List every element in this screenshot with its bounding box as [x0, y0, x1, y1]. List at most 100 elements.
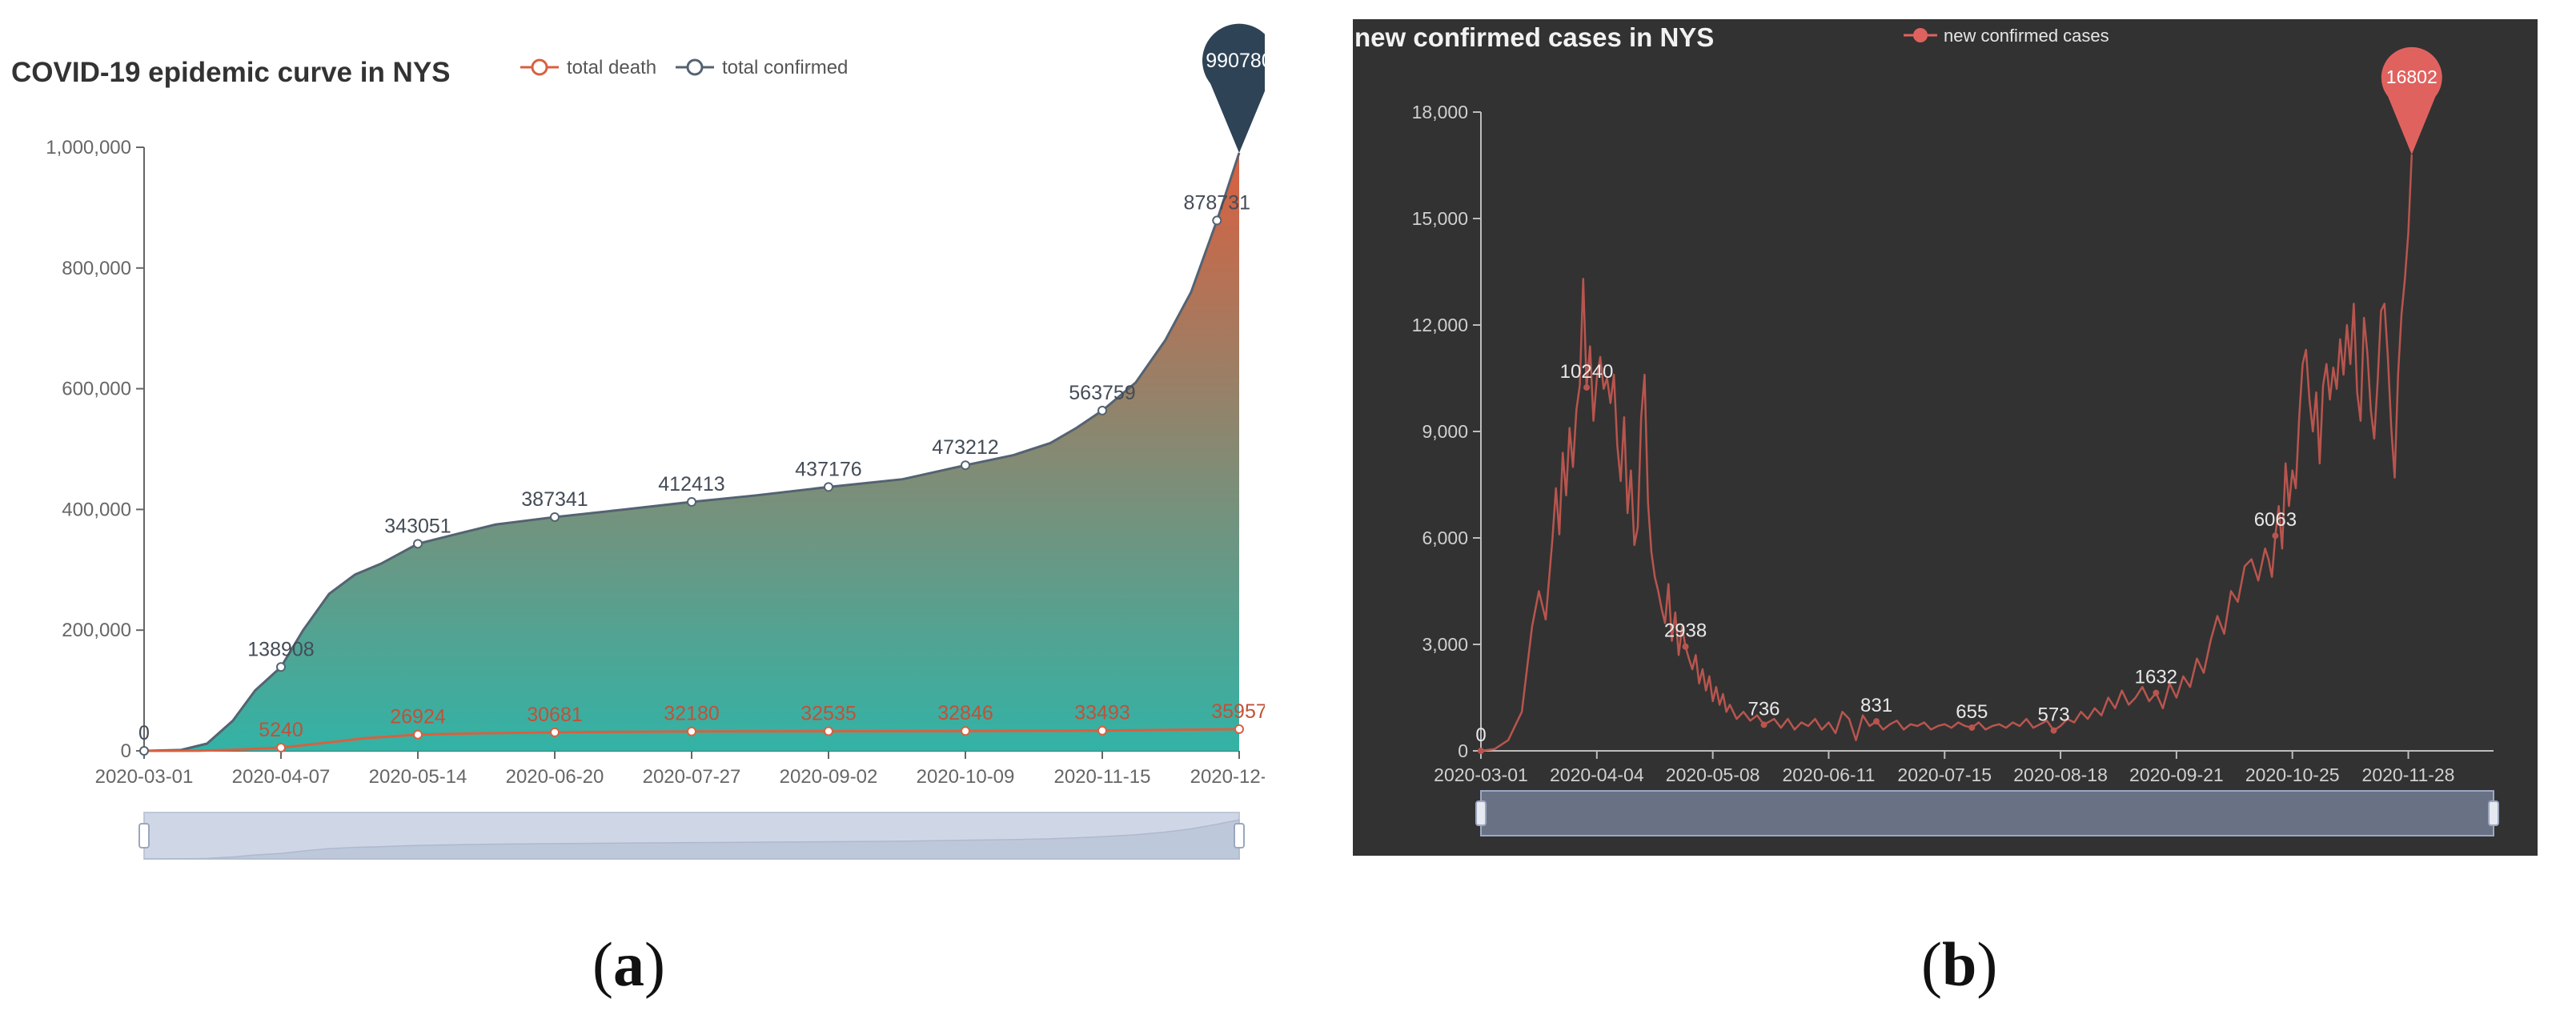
y-tick-label: 1,000,000	[46, 137, 131, 158]
x-tick-label: 2020-12-22	[1190, 766, 1265, 788]
total-death-point[interactable]	[276, 743, 286, 753]
chart-a: COVID-19 epidemic curve in NYS total dea…	[11, 23, 1288, 860]
x-tick-label: 2020-05-08	[1666, 764, 1760, 785]
total-death-point[interactable]	[550, 727, 560, 737]
total-confirmed-point[interactable]	[1212, 215, 1222, 226]
total-confirmed-line	[143, 152, 1241, 752]
legend-new-confirmed[interactable]: new confirmed cases	[1904, 26, 2109, 46]
total-confirmed-point[interactable]	[413, 539, 423, 549]
total-death-label: 32846	[937, 702, 993, 724]
total-death-line	[143, 728, 1240, 752]
total-death-label: 26924	[390, 706, 446, 728]
max-marker-label: 990780	[1206, 50, 1265, 72]
total-death-point[interactable]	[824, 726, 833, 736]
legend-total-confirmed[interactable]: total confirmed	[676, 57, 848, 78]
x-tick-label: 2020-07-15	[1897, 764, 1992, 785]
max-marker-label: 16802	[2386, 66, 2438, 87]
new-confirmed-line	[1480, 154, 2413, 752]
total-confirmed-label: 138908	[247, 638, 314, 660]
x-tick-label: 2020-06-20	[506, 766, 604, 788]
total-confirmed-point[interactable]	[961, 460, 970, 471]
y-tick-label: 9,000	[1422, 421, 1468, 442]
caption-b-open: (	[1921, 929, 1942, 999]
caption-b-close: )	[1976, 929, 1998, 999]
new-confirmed-label: 0	[1475, 724, 1486, 746]
x-tick-label: 2020-11-28	[2362, 764, 2455, 785]
datazoom-window[interactable]	[144, 812, 1239, 859]
datazoom-window[interactable]	[1481, 791, 2494, 836]
legend-new-confirmed-label: new confirmed cases	[1944, 26, 2109, 46]
new-confirmed-point[interactable]	[2272, 532, 2279, 540]
datazoom-handle-left[interactable]	[138, 823, 150, 849]
legend-total-death-label: total death	[567, 57, 656, 78]
new-confirmed-point[interactable]	[1873, 718, 1880, 725]
total-confirmed-point[interactable]	[1097, 405, 1107, 415]
y-tick-label: 18,000	[1412, 102, 1468, 122]
total-death-point[interactable]	[1234, 724, 1244, 734]
new-confirmed-point[interactable]	[1682, 643, 1689, 650]
new-confirmed-point[interactable]	[1583, 384, 1591, 391]
max-marker-pin[interactable]	[2381, 46, 2442, 155]
legend-total-death[interactable]: total death	[520, 57, 656, 78]
chart-a-title: COVID-19 epidemic curve in NYS	[11, 57, 451, 88]
total-confirmed-point[interactable]	[687, 497, 696, 508]
datazoom-handle-left[interactable]	[1475, 800, 1487, 826]
total-death-point[interactable]	[1097, 725, 1107, 736]
total-death-label: 35957	[1211, 700, 1265, 723]
total-confirmed-point[interactable]	[824, 482, 833, 492]
new-confirmed-point[interactable]	[1760, 721, 1767, 728]
y-tick-label: 400,000	[62, 499, 131, 520]
new-confirmed-label: 736	[1747, 698, 1780, 720]
new-confirmed-label: 655	[1956, 701, 1988, 723]
new-confirmed-label: 2938	[1664, 620, 1707, 642]
max-marker-pin[interactable]	[1202, 23, 1277, 153]
y-tick-label: 0	[121, 740, 131, 762]
total-confirmed-label: 563759	[1069, 382, 1135, 404]
datazoom-preview	[143, 819, 1240, 860]
chart-b-title: new confirmed cases in NYS	[1354, 22, 1714, 52]
total-death-point[interactable]	[961, 726, 970, 736]
total-confirmed-label: 387341	[521, 488, 588, 511]
total-death-label: 32180	[664, 703, 720, 725]
y-tick-label: 15,000	[1412, 208, 1468, 229]
new-confirmed-label: 573	[2038, 704, 2070, 726]
total-death-point[interactable]	[687, 726, 696, 736]
total-confirmed-point[interactable]	[276, 662, 286, 672]
total-confirmed-label: 878731	[1184, 191, 1250, 214]
total-confirmed-label: 343051	[384, 515, 451, 537]
legend-total-confirmed-label: total confirmed	[722, 57, 848, 78]
total-confirmed-label: 437176	[795, 458, 861, 480]
total-confirmed-label: 0	[138, 722, 150, 744]
new-confirmed-point[interactable]	[1968, 724, 1976, 731]
new-confirmed-label: 1632	[2135, 667, 2177, 688]
total-death-label: 33493	[1074, 702, 1130, 724]
new-confirmed-label: 831	[1860, 695, 1892, 716]
total-confirmed-point[interactable]	[550, 512, 560, 522]
chart-b: new confirmed cases in NYS new confirmed…	[1354, 22, 2499, 836]
x-tick-label: 2020-04-07	[232, 766, 331, 788]
new-confirmed-point[interactable]	[2153, 689, 2160, 696]
new-confirmed-point[interactable]	[2050, 727, 2057, 734]
x-tick-label: 2020-09-02	[780, 766, 878, 788]
total-confirmed-point[interactable]	[139, 746, 149, 756]
total-confirmed-label: 473212	[932, 436, 998, 459]
new-confirmed-point[interactable]	[1478, 748, 1484, 754]
y-tick-label: 0	[1458, 740, 1468, 761]
caption-b-letter: b	[1941, 929, 1977, 999]
x-tick-label: 2020-03-01	[95, 766, 194, 788]
datazoom-handle-right[interactable]	[2488, 800, 2499, 826]
caption-b: (b)	[1921, 929, 1997, 1001]
y-tick-label: 600,000	[62, 379, 131, 400]
x-tick-label: 2020-09-21	[2129, 764, 2224, 785]
panel-b: new confirmed cases in NYS new confirmed…	[1353, 19, 2538, 856]
new-confirmed-label: 6063	[2254, 509, 2297, 531]
y-tick-label: 800,000	[62, 258, 131, 279]
total-death-point[interactable]	[413, 729, 423, 740]
total-confirmed-area	[144, 152, 1239, 751]
panel-a: COVID-19 epidemic curve in NYS total dea…	[0, 0, 1288, 881]
x-tick-label: 2020-10-09	[917, 766, 1015, 788]
caption-a: (a)	[592, 929, 665, 1001]
total-death-label: 5240	[259, 719, 303, 741]
x-tick-label: 2020-06-11	[1782, 764, 1875, 785]
datazoom-handle-right[interactable]	[1234, 823, 1245, 849]
